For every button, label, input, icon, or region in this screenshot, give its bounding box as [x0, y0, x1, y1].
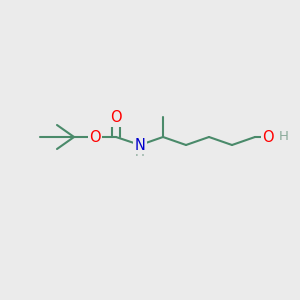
- Text: H: H: [135, 146, 145, 160]
- Text: O: O: [89, 130, 101, 145]
- Text: O: O: [110, 110, 122, 125]
- Text: O: O: [262, 130, 274, 145]
- Text: H: H: [279, 130, 289, 143]
- Text: N: N: [135, 137, 146, 152]
